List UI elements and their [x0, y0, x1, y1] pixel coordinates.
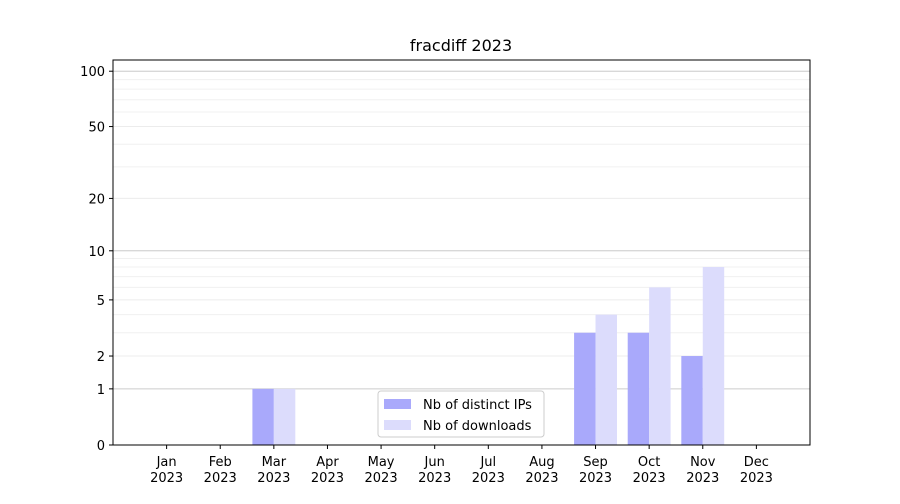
x-tick-label: 2023	[525, 471, 558, 486]
bar	[681, 356, 703, 445]
x-tick-label: 2023	[472, 471, 505, 486]
bar	[627, 332, 650, 445]
x-tick-label: Jun	[424, 455, 445, 470]
chart-title: fracdiff 2023	[410, 36, 512, 55]
x-tick-label: 2023	[418, 471, 451, 486]
x-tick-label: Mar	[262, 455, 287, 470]
x-tick-label: 2023	[740, 471, 773, 486]
x-tick-label: Oct	[638, 455, 660, 470]
x-tick-label: Nov	[690, 455, 716, 470]
x-tick-label: May	[368, 455, 395, 470]
bar	[649, 287, 671, 445]
x-tick-label: 2023	[150, 471, 183, 486]
bar	[702, 267, 725, 445]
x-tick-label: 2023	[311, 471, 344, 486]
legend-box	[377, 390, 545, 438]
x-tick-label: 2023	[686, 471, 719, 486]
y-tick-label: 1	[97, 383, 105, 398]
y-tick-label: 5	[97, 294, 105, 309]
x-tick-label: Dec	[744, 455, 769, 470]
x-tick-label: 2023	[633, 471, 666, 486]
y-tick-label: 50	[88, 121, 105, 136]
x-tick-label: Jan	[156, 455, 177, 470]
x-tick-label: 2023	[579, 471, 612, 486]
legend-swatch	[384, 399, 411, 409]
x-tick-label: Aug	[529, 455, 554, 470]
x-tick-label: Feb	[209, 455, 232, 470]
y-tick-label: 0	[97, 439, 105, 454]
y-tick-label: 20	[88, 192, 105, 207]
bar	[273, 388, 296, 445]
legend-swatch	[384, 420, 411, 430]
x-tick-label: Jul	[479, 455, 496, 470]
bar	[574, 332, 596, 445]
x-tick-label: 2023	[204, 471, 237, 486]
legend-label: Nb of distinct IPs	[423, 398, 532, 413]
legend-label: Nb of downloads	[423, 419, 532, 434]
x-tick-label: Apr	[316, 455, 339, 470]
plot-frame	[112, 59, 811, 446]
x-tick-label: Sep	[583, 455, 608, 470]
y-tick-label: 2	[97, 350, 105, 365]
y-tick-label: 10	[88, 245, 105, 260]
x-tick-label: 2023	[257, 471, 290, 486]
bar	[252, 388, 274, 445]
x-tick-label: 2023	[365, 471, 398, 486]
bar	[595, 314, 617, 445]
y-tick-label: 100	[80, 65, 105, 80]
